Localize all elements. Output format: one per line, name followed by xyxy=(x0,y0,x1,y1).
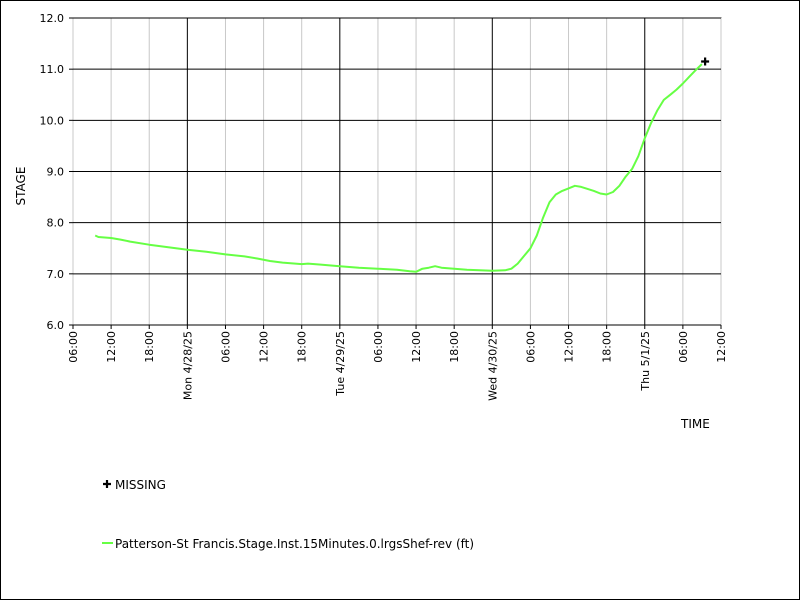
x-tick-label: 12:00 xyxy=(258,331,271,363)
series-layer xyxy=(94,63,703,273)
x-tick-label: Tue 4/29/25 xyxy=(334,331,347,397)
missing-legend-plus xyxy=(103,480,111,488)
missing-marker xyxy=(701,57,710,66)
legend-item-series: Patterson-St Francis.Stage.Inst.15Minute… xyxy=(102,537,474,551)
y-tick-labels: 6.0 7.0 8.0 9.0 10.0 11.0 12.0 xyxy=(40,12,73,332)
y-tick-label: 10.0 xyxy=(40,114,65,127)
x-tick-label: 18:00 xyxy=(143,331,156,363)
x-tick-label: Mon 4/28/25 xyxy=(181,331,194,400)
legend-item-missing: MISSING xyxy=(103,478,166,492)
x-tick-label: 12:00 xyxy=(715,331,728,363)
x-tick-label: 12:00 xyxy=(563,331,576,363)
series-line xyxy=(94,63,703,273)
x-tick-label: Wed 4/30/25 xyxy=(486,331,499,401)
x-tick-label: 06:00 xyxy=(219,331,232,363)
x-tick-label: 06:00 xyxy=(677,331,690,363)
y-tick-label: 12.0 xyxy=(40,12,65,25)
missing-marker-icon xyxy=(103,480,111,488)
y-tick-label: 8.0 xyxy=(47,217,65,230)
y-tick-label: 9.0 xyxy=(47,166,65,179)
y-axis-label: STAGE xyxy=(14,167,28,206)
x-axis-label: TIME xyxy=(680,417,710,431)
x-tick-label: 06:00 xyxy=(372,331,385,363)
x-tick-label: 18:00 xyxy=(448,331,461,363)
x-tick-label: 12:00 xyxy=(410,331,423,363)
x-tick-label: 06:00 xyxy=(524,331,537,363)
marker-layer xyxy=(701,57,710,66)
y-tick-label: 11.0 xyxy=(40,63,65,76)
legend-missing-label: MISSING xyxy=(115,478,166,492)
x-tick-label: Thu 5/1/25 xyxy=(639,331,652,392)
x-tick-label: 12:00 xyxy=(105,331,118,363)
grid-major xyxy=(73,17,721,326)
legend: MISSING Patterson-St Francis.Stage.Inst.… xyxy=(102,478,474,551)
y-tick-label: 7.0 xyxy=(47,268,65,281)
x-tick-label: 18:00 xyxy=(296,331,309,363)
y-tick-label: 6.0 xyxy=(47,319,65,332)
x-tick-label: 18:00 xyxy=(601,331,614,363)
x-tick-labels: 06:00 12:00 18:00 Mon 4/28/25 06:00 12:00 18:0… xyxy=(67,325,728,401)
legend-series-label: Patterson-St Francis.Stage.Inst.15Minute… xyxy=(115,537,474,551)
x-tick-label: 06:00 xyxy=(67,331,80,363)
